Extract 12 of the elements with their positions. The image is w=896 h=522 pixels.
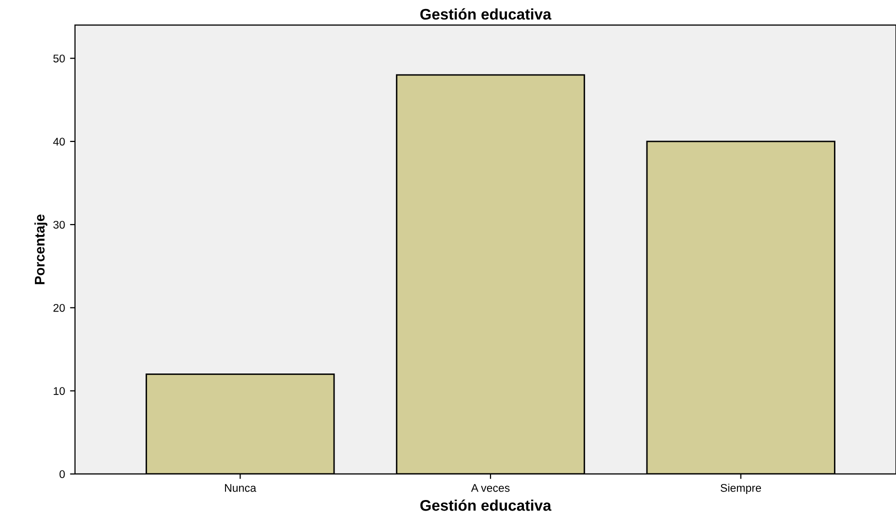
chart-title: Gestión educativa [420, 8, 552, 20]
x-axis-title: Gestión educativa [420, 499, 552, 511]
y-tick-label: 40 [53, 138, 65, 146]
y-tick-label: 30 [53, 220, 65, 229]
y-tick-label: 0 [60, 470, 65, 478]
y-axis-title: Porcentaje [34, 214, 48, 284]
x-tick-label: A veces [471, 484, 510, 492]
x-tick-label: Siempre [720, 484, 762, 494]
y-tick-label: 20 [53, 304, 65, 312]
y-tick-label: 10 [54, 387, 65, 395]
y-tick-label: 50 [53, 54, 65, 62]
x-tick-label: Nunca [225, 484, 256, 492]
